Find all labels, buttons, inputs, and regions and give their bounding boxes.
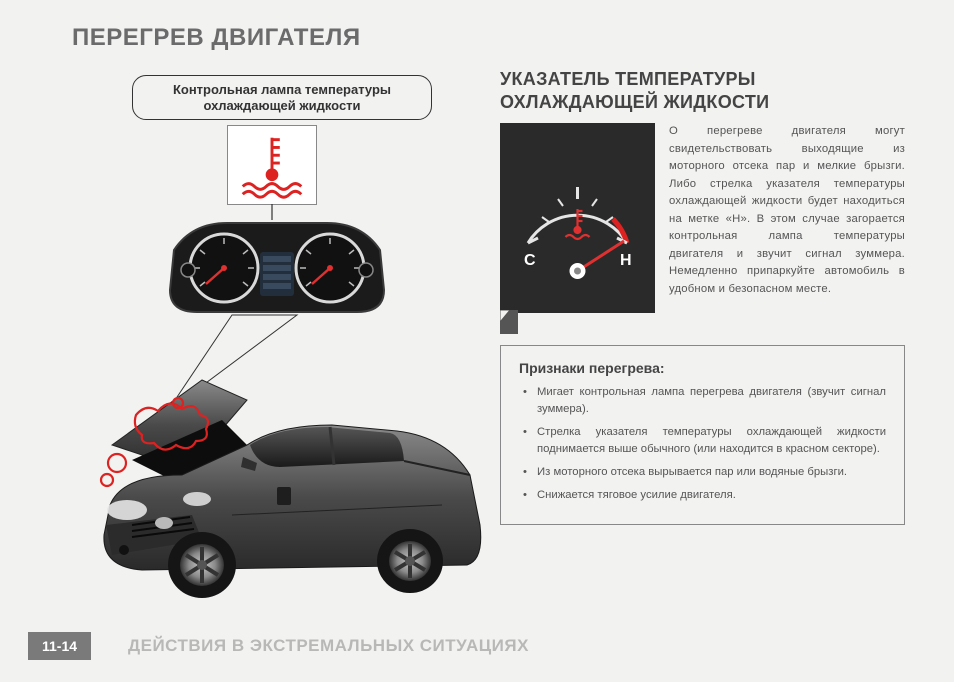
footer: 11-14 ДЕЙСТВИЯ В ЭКСТРЕМАЛЬНЫХ СИТУАЦИЯХ: [0, 634, 954, 664]
section-title-l1: УКАЗАТЕЛЬ ТЕМПЕРАТУРЫ: [500, 69, 756, 89]
right-column: УКАЗАТЕЛЬ ТЕМПЕРАТУРЫ ОХЛАЖДАЮЩЕЙ ЖИДКОС…: [500, 68, 905, 313]
section-title: УКАЗАТЕЛЬ ТЕМПЕРАТУРЫ ОХЛАЖДАЮЩЕЙ ЖИДКОС…: [500, 68, 905, 113]
callout-line1: Контрольная лампа температуры: [173, 82, 391, 97]
fold-corner-icon: [500, 310, 518, 334]
left-illustration: Контрольная лампа температуры охлаждающе…: [72, 70, 472, 610]
description-text: О перегреве двигателя могут свидетельств…: [669, 123, 905, 313]
gauge-h-label: H: [620, 252, 632, 269]
overheating-signs-box: Признаки перегрева: Мигает контрольная л…: [500, 345, 905, 525]
temperature-gauge: C H: [500, 123, 655, 313]
callout-line2: охлаждающей жидкости: [203, 98, 360, 113]
footer-chapter: ДЕЙСТВИЯ В ЭКСТРЕМАЛЬНЫХ СИТУАЦИЯХ: [128, 636, 529, 656]
page-title: ПЕРЕГРЕВ ДВИГАТЕЛЯ: [72, 24, 361, 52]
coolant-warning-icon: [227, 125, 317, 205]
dashboard-cluster: [162, 220, 392, 315]
list-item: Снижается тяговое усилие двигателя.: [523, 487, 886, 504]
list-item: Мигает контрольная лампа перегрева двига…: [523, 384, 886, 418]
signs-title: Признаки перегрева:: [519, 360, 886, 376]
vehicle-illustration: [72, 365, 492, 610]
gauge-c-label: C: [524, 252, 536, 269]
page-number: 11-14: [28, 632, 91, 660]
list-item: Стрелка указателя температуры охлаждающе…: [523, 424, 886, 458]
section-title-l2: ОХЛАЖДАЮЩЕЙ ЖИДКОСТИ: [500, 92, 769, 112]
callout-label-box: Контрольная лампа температуры охлаждающе…: [132, 75, 432, 120]
list-item: Из моторного отсека вырывается пар или в…: [523, 464, 886, 481]
signs-list: Мигает контрольная лампа перегрева двига…: [519, 384, 886, 504]
